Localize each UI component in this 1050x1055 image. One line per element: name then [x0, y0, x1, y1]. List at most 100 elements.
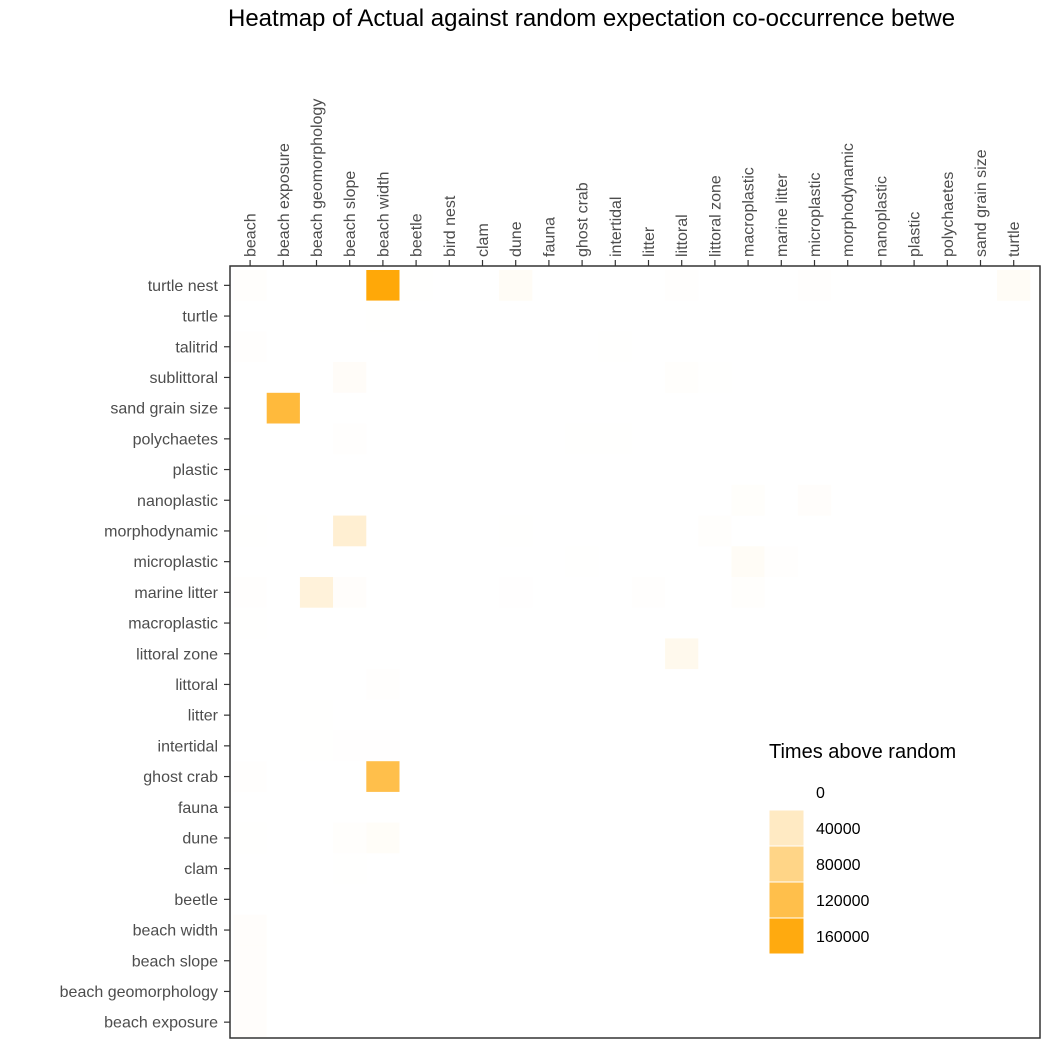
- heat-cell-turtle-nest-turtle: [997, 270, 1031, 301]
- legend-key: [768, 773, 805, 811]
- y-tick-label: macroplastic: [128, 616, 218, 633]
- heat-cell-talitrid-intertidal: [598, 331, 632, 363]
- y-tick-label: marine litter: [134, 585, 218, 602]
- heat-cell-litter-beach-geomorphology: [299, 699, 334, 731]
- x-tick-label: bird nest: [442, 195, 459, 257]
- heat-cell-morphodynamic-beach: [233, 515, 267, 547]
- heat-cell-polychaetes-ghost-crab: [565, 423, 599, 455]
- heat-cell-marine-litter-dune: [499, 577, 533, 608]
- heat-cell-morphodynamic-beach-slope: [333, 515, 367, 547]
- x-tick-label: littoral: [674, 214, 691, 257]
- heat-cell-beach-width-beach: [233, 914, 267, 946]
- heat-cell-beach-geomorphology-beach: [233, 976, 267, 1007]
- heat-cell-microplastic-marine-litter: [764, 546, 798, 577]
- legend-key: [768, 881, 805, 919]
- heat-cell-intertidal-beach-slope: [333, 730, 367, 762]
- heat-cell-polychaetes-beach-slope: [333, 423, 367, 455]
- legend-key: [768, 845, 805, 883]
- heat-cell-talitrid-beach: [233, 331, 267, 363]
- heat-cell-morphodynamic-littoral-zone: [698, 515, 732, 547]
- y-tick-label: microplastic: [134, 554, 218, 571]
- x-tick-label: morphodynamic: [840, 143, 857, 257]
- heat-cell-beach-exposure-beach: [233, 1006, 267, 1038]
- heat-cell-littoral-beach-width: [366, 669, 400, 700]
- heat-cell-dune-beach: [233, 822, 267, 854]
- heat-cell-beach-slope-beach: [233, 945, 267, 977]
- legend-label: 40000: [816, 821, 861, 838]
- x-tick-label: fauna: [541, 217, 558, 257]
- heat-cell-microplastic-macroplastic: [731, 546, 765, 577]
- x-tick-label: beach exposure: [276, 143, 293, 257]
- x-tick-label: plastic: [907, 212, 924, 257]
- heat-cell-turtle-nest-microplastic: [797, 270, 832, 301]
- heat-cell-microplastic-ghost-crab: [565, 546, 599, 577]
- heat-cell-morphodynamic-dune: [499, 515, 533, 547]
- heat-cell-dune-beach-width: [366, 822, 400, 854]
- heat-cell-turtle-nest-beach-width: [366, 270, 400, 301]
- y-tick-label: turtle nest: [148, 278, 219, 295]
- x-tick-label: beetle: [409, 213, 426, 257]
- y-tick-label: plastic: [173, 462, 218, 479]
- legend-key: [768, 809, 805, 847]
- y-tick-label: ghost crab: [143, 769, 218, 786]
- y-tick-label: dune: [182, 830, 218, 847]
- y-tick-label: beach geomorphology: [60, 984, 218, 1001]
- heat-cell-marine-litter-macroplastic: [731, 577, 765, 608]
- y-tick-label: beetle: [174, 892, 218, 909]
- x-tick-label: sand grain size: [973, 149, 990, 257]
- x-tick-label: macroplastic: [741, 167, 758, 257]
- x-tick-label: turtle: [1006, 221, 1023, 257]
- y-tick-label: litter: [188, 708, 219, 725]
- heat-cell-marine-litter-litter: [631, 577, 666, 608]
- legend-label: 80000: [816, 857, 861, 874]
- heat-cell-intertidal-beach-geomorphology: [299, 730, 334, 762]
- y-tick-label: littoral zone: [136, 646, 218, 663]
- heat-cell-turtle-nest-littoral: [665, 270, 699, 301]
- heat-cell-turtle-nest-dune: [499, 270, 533, 301]
- y-tick-label: morphodynamic: [104, 523, 218, 540]
- heat-cell-sublittoral-beach-slope: [333, 362, 367, 393]
- legend-label: 0: [816, 785, 825, 802]
- x-tick-label: clam: [475, 223, 492, 257]
- heat-cell-macroplastic-beach: [233, 607, 267, 639]
- y-tick-label: beach slope: [132, 953, 218, 970]
- legend-title: Times above random: [769, 741, 956, 763]
- heat-cell-sand-grain-size-beach-exposure: [266, 392, 300, 424]
- heat-cell-sublittoral-littoral-zone: [698, 362, 732, 393]
- heat-cell-marine-litter-beach-slope: [333, 577, 367, 608]
- plot-panel: [230, 266, 1040, 1038]
- heat-cell-polychaetes-intertidal: [598, 423, 632, 455]
- legend-label: 120000: [816, 893, 869, 910]
- y-tick-label: clam: [184, 861, 218, 878]
- heat-cell-turtle-beach-width: [366, 300, 400, 332]
- heat-cell-marine-litter-beach: [233, 577, 267, 608]
- heat-cell-turtle-nest-beach: [233, 270, 267, 301]
- y-tick-label: beach width: [133, 923, 218, 940]
- x-tick-label: beach slope: [342, 171, 359, 257]
- x-tick-label: microplastic: [807, 173, 824, 257]
- y-tick-label: nanoplastic: [137, 493, 218, 510]
- x-tick-label: beach: [243, 213, 260, 257]
- heat-cell-dune-beach-slope: [333, 822, 367, 854]
- y-tick-label: sublittoral: [150, 370, 218, 387]
- heat-cell-ghost-crab-beach-width: [366, 761, 400, 792]
- x-tick-label: intertidal: [608, 197, 625, 257]
- y-tick-label: polychaetes: [133, 431, 218, 448]
- x-tick-label: ghost crab: [575, 182, 592, 257]
- legend-key: [768, 917, 805, 955]
- heat-cell-marine-litter-beach-geomorphology: [299, 577, 334, 608]
- y-tick-label: fauna: [178, 800, 218, 817]
- x-tick-label: nanoplastic: [873, 176, 890, 257]
- x-tick-label: litter: [641, 226, 658, 257]
- y-tick-label: intertidal: [158, 738, 218, 755]
- x-tick-label: polychaetes: [940, 172, 957, 257]
- chart-title: Heatmap of Actual against random expecta…: [228, 5, 956, 32]
- y-tick-label: littoral: [175, 677, 218, 694]
- heat-cell-nanoplastic-macroplastic: [731, 484, 765, 516]
- y-tick-label: turtle: [182, 309, 218, 326]
- legend-label: 160000: [816, 929, 869, 946]
- y-tick-label: sand grain size: [110, 401, 218, 418]
- panel-border: [229, 265, 1041, 1039]
